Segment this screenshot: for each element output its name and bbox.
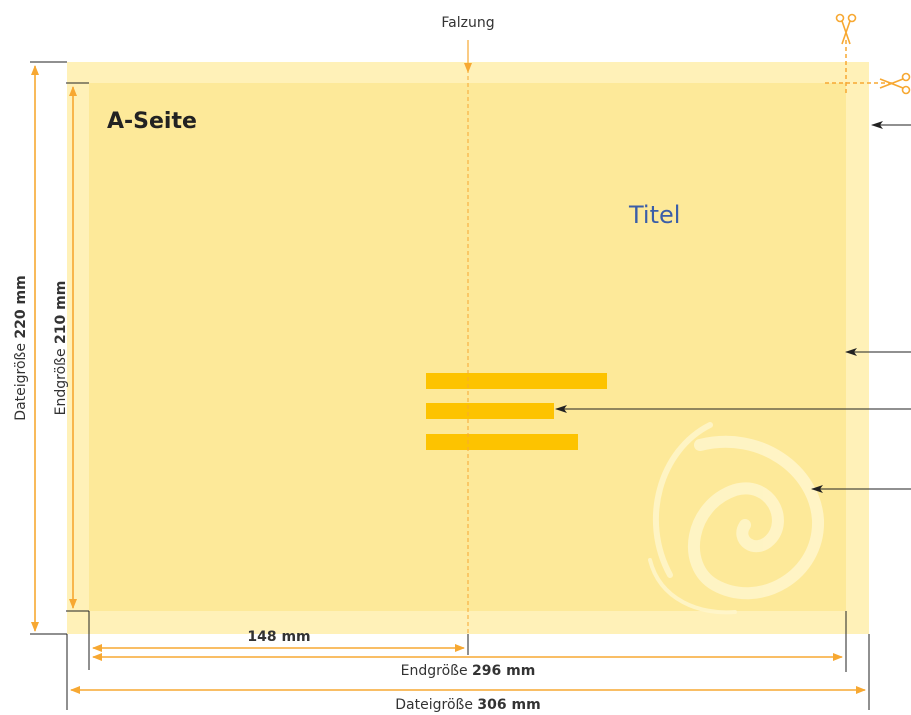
page-side-label: A-Seite	[107, 109, 197, 134]
text-bar-3	[426, 434, 578, 450]
page-title: Titel	[628, 201, 680, 229]
file-width-label: Dateigröße 306 mm	[395, 697, 540, 713]
final-width-label: Endgröße 296 mm	[401, 663, 536, 679]
text-bar-1	[426, 373, 607, 389]
file-height-label: Dateigröße 220 mm	[13, 275, 29, 420]
fold-label: Falzung	[441, 15, 494, 31]
crop-guides	[825, 40, 895, 95]
spiral-decoration	[648, 422, 825, 615]
final-height-label: Endgröße 210 mm	[53, 281, 69, 416]
half-width-label: 148 mm	[247, 629, 310, 645]
scissors-icon-horizontal	[879, 72, 911, 95]
extension-lines	[30, 61, 870, 710]
text-bar-2	[426, 403, 554, 419]
scissors-icon	[835, 13, 857, 45]
